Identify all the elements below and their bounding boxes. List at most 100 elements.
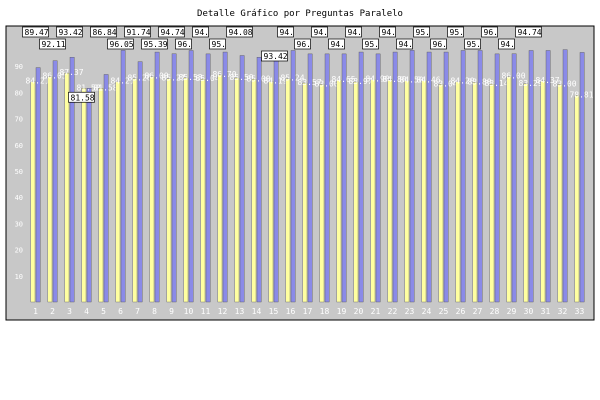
bar-series-1 [528,50,534,303]
x-tick-label: 14 [252,307,262,316]
value-callout-box [158,26,185,38]
value-callout-box [328,38,345,50]
x-tick-label: 20 [354,307,364,316]
x-tick-label: 25 [439,307,449,316]
bar-series-1 [154,51,160,303]
bar-series-2 [353,81,359,303]
bar-series-2 [268,81,274,303]
bar-series-2 [285,78,291,303]
value-callout-box [464,38,481,50]
data-label-series-2: 83.29 [518,79,542,88]
bar-series-1 [103,74,109,303]
bar-series-1 [494,53,500,303]
x-tick-label: 1 [33,307,38,316]
bar-series-1 [409,50,415,303]
bar-series-2 [336,80,342,303]
data-label-series-2: 83.00 [552,80,576,89]
y-tick-label: 50 [15,168,23,176]
x-tick-label: 6 [118,307,123,316]
bar-series-2 [98,88,104,303]
data-label-series-2: 83.14 [484,79,508,88]
data-label-series-2: 86.00 [501,72,525,81]
value-callout-text: 89.47 [25,28,49,37]
x-tick-label: 8 [152,307,157,316]
bar-series-1 [239,55,245,303]
bar-series-1 [120,50,126,303]
value-callout-text: 95. [365,40,379,49]
bar-series-1 [426,51,432,303]
bar-series-2 [455,81,461,303]
x-tick-label: 22 [388,307,398,316]
value-callout-text: 91.74 [127,28,151,37]
bar-series-2 [557,84,563,303]
data-label-series-2: 83.80 [467,77,491,86]
x-tick-label: 11 [201,307,211,316]
bar-series-1 [205,53,211,303]
value-callout-text: 94. [280,28,294,37]
x-tick-label: 29 [507,307,517,316]
bar-series-2 [370,79,376,303]
bar-series-2 [489,83,495,303]
data-label-series-2: 85.24 [280,74,304,83]
data-label-series-2: 84.90 [365,75,389,84]
x-tick-label: 9 [169,307,174,316]
bar-series-2 [438,84,444,303]
y-tick-label: 60 [15,142,23,150]
bar-series-2 [387,79,393,303]
bar-series-2 [472,82,478,303]
bar-series-2 [132,78,138,303]
y-tick-label: 80 [15,89,23,97]
bar-series-2 [115,81,121,303]
x-tick-label: 32 [558,307,568,316]
x-tick-label: 7 [135,307,140,316]
x-tick-label: 21 [371,307,381,316]
x-tick-label: 13 [235,307,245,316]
value-callout-box [430,38,447,50]
value-callout-text: 95. [416,28,430,37]
value-callout-box [68,91,95,103]
bar-series-1 [69,57,75,303]
data-label-series-2: 84.19 [263,76,287,85]
value-callout-box [56,26,83,38]
bar-series-1 [443,51,449,303]
value-callout-box [413,26,430,38]
data-label-series-2: 85.26 [127,74,151,83]
value-callout-box [379,26,396,38]
value-callout-box [226,26,253,38]
value-callout-text: 94. [382,28,396,37]
data-label-series-2: 84.65 [331,75,355,84]
data-label-series-2: 84.50 [399,76,423,85]
value-callout-text: 96. [297,40,311,49]
value-callout-text: 95. [212,40,226,49]
bar-series-1 [392,51,398,303]
bar-series-1 [545,50,551,303]
bar-series-1 [307,53,313,303]
data-label-series-2: 81.58 [93,83,117,92]
bar-series-2 [217,74,223,303]
bar-series-1 [86,88,92,303]
value-callout-text: 94.74 [518,28,542,37]
bar-series-2 [506,76,512,303]
bar-series-1 [358,51,364,303]
bar-series-1 [511,53,517,303]
bar-series-2 [404,80,410,303]
value-callout-text: 96. [433,40,447,49]
data-label-series-2: 84.80 [382,75,406,84]
value-callout-text: 94. [348,28,362,37]
value-callout-text: 94. [331,40,345,49]
bar-series-1 [579,52,585,303]
bar-series-1 [324,53,330,303]
bar-series-1 [273,53,279,303]
data-label-series-2: 84.21 [110,76,134,85]
value-callout-box [90,26,117,38]
y-tick-label: 40 [15,194,23,202]
value-callout-text: 93.42 [264,52,288,61]
x-tick-label: 31 [541,307,551,316]
data-label-series-2: 86.00 [144,72,168,81]
value-callout-box [311,26,328,38]
data-label-series-2: 84.46 [416,76,440,85]
value-callout-text: 96. [484,28,498,37]
value-callout-text: 93.42 [59,28,83,37]
value-callout-text: 94.74 [161,28,185,37]
x-tick-label: 15 [269,307,279,316]
